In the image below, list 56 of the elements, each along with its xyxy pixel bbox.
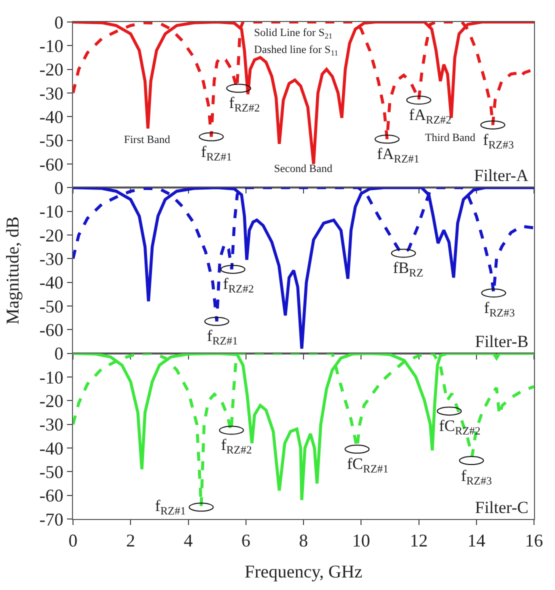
- y-tick-label: -40: [39, 106, 64, 127]
- y-tick-label: -60: [39, 320, 64, 340]
- y-tick-label: 0: [54, 12, 64, 32]
- x-tick-label: 8: [299, 530, 308, 551]
- y-tick-label: -10: [39, 367, 64, 388]
- y-tick-label: -10: [39, 202, 64, 222]
- annotation: f$_{RZ#2}$: [221, 437, 252, 456]
- annotation: fC$_{RZ#2}$: [439, 418, 480, 438]
- y-tick-label: -40: [39, 272, 64, 293]
- x-axis-title: Frequency, GHz: [244, 562, 362, 582]
- y-tick-label: -30: [39, 83, 64, 104]
- annotation: f$_{RZ#1}$: [155, 498, 186, 518]
- annotation: fC$_{RZ#1}$: [347, 456, 388, 476]
- x-tick-label: 10: [352, 530, 370, 551]
- annotation: Filter-A: [474, 166, 530, 185]
- y-tick-label: -60: [39, 154, 64, 174]
- annotation: f$_{RZ#1}$: [201, 144, 232, 164]
- y-tick-label: -30: [39, 248, 64, 269]
- annotation: fA$_{RZ#2}$: [409, 107, 452, 126]
- y-tick-label: -50: [39, 462, 64, 482]
- y-tick-label: -20: [39, 60, 64, 80]
- x-tick-label: 4: [184, 530, 193, 551]
- annotation: First Band: [124, 134, 171, 146]
- annotation: f$_{RZ#3}$: [484, 300, 516, 320]
- annotation: Solid Line for S$_{21}$: [254, 27, 332, 40]
- x-tick-label: 2: [126, 530, 136, 551]
- y-tick-label: 0: [54, 178, 64, 198]
- y-tick-label: -50: [39, 296, 64, 316]
- y-tick-label: -40: [39, 438, 64, 458]
- x-tick-label: 12: [410, 530, 428, 551]
- annotation: f$_{RZ#3}$: [483, 132, 514, 152]
- x-tick-label: 14: [467, 530, 486, 551]
- annotation: Dashed line for S$_{11}$: [254, 44, 338, 58]
- annotation: f$_{RZ#3}$: [461, 468, 492, 488]
- annotation: f$_{RZ#1}$: [207, 328, 238, 348]
- annotation: f$_{RZ#2}$: [223, 276, 254, 296]
- x-tick-label: 16: [525, 530, 543, 551]
- y-tick-label: -30: [39, 414, 64, 435]
- y-tick-label: -20: [39, 390, 64, 411]
- x-tick-label: 0: [68, 530, 78, 551]
- annotation: fB$_{RZ}$: [393, 260, 424, 280]
- annotation: Filter-C: [475, 498, 528, 517]
- y-axis-title: Magnitude, dB: [2, 216, 23, 324]
- annotation: Filter-B: [475, 332, 528, 351]
- y-tick-label: -60: [39, 486, 64, 506]
- y-tick-label: 0: [54, 344, 64, 364]
- y-tick-label: -20: [39, 225, 64, 246]
- annotation: fA$_{RZ#1}$: [377, 146, 420, 166]
- annotation: f$_{RZ#2}$: [229, 95, 260, 114]
- x-tick-label: 6: [241, 530, 250, 551]
- y-tick-label: -10: [39, 36, 64, 56]
- line-series: [73, 188, 534, 350]
- annotation: Third Band: [425, 132, 476, 144]
- y-tick-label: -50: [39, 130, 64, 151]
- y-tick-label: -70: [39, 509, 64, 530]
- annotation: Second Band: [274, 163, 333, 175]
